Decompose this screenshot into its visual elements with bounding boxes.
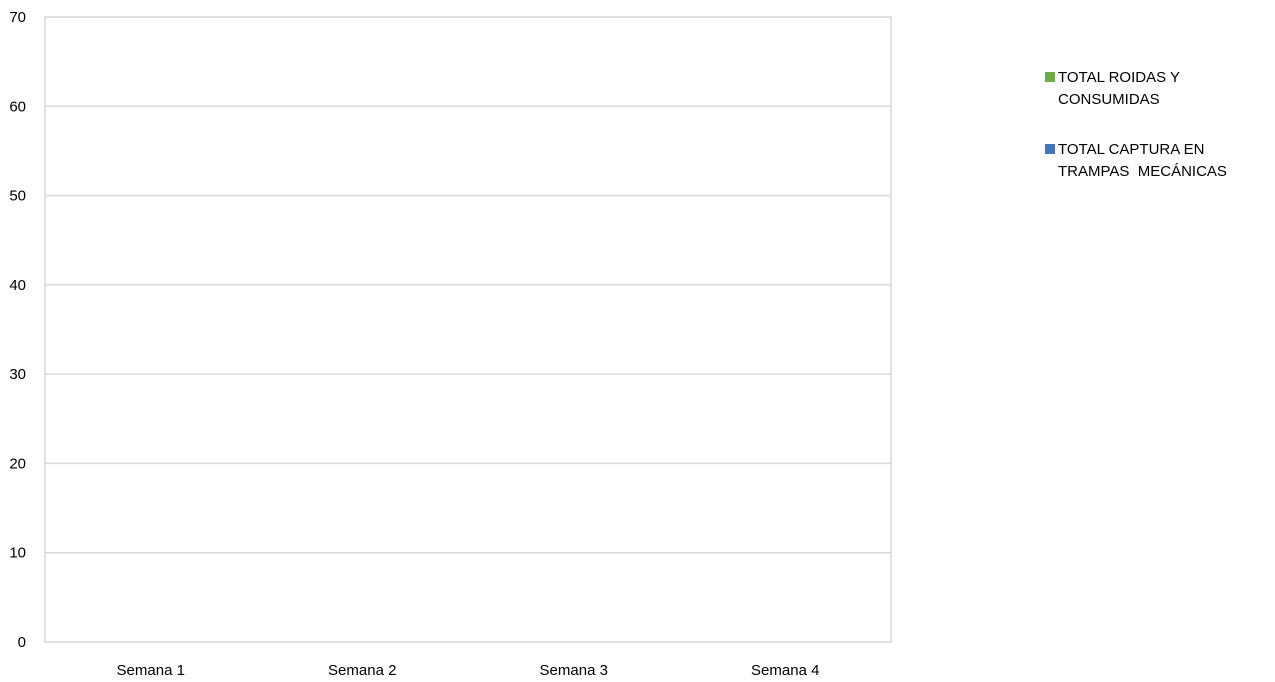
plot-area-border [44, 16, 892, 643]
y-tick-label: 40 [9, 277, 26, 294]
x-tick-label: Semana 2 [328, 662, 396, 679]
x-tick-label: Semana 3 [540, 662, 608, 679]
y-tick-label: 50 [9, 188, 26, 205]
x-tick-label: Semana 1 [117, 662, 185, 679]
y-tick-label: 20 [9, 455, 26, 472]
legend-swatch-captura [1045, 144, 1055, 154]
y-tick-label: 70 [9, 9, 26, 26]
x-tick-label: Semana 4 [751, 662, 819, 679]
y-tick-label: 60 [9, 98, 26, 115]
x-axis-ticks: Semana 1 Semana 2 Semana 3 Semana 4 [117, 662, 820, 679]
y-axis-ticks: 0 10 20 30 40 50 60 70 [9, 9, 26, 651]
legend-swatch-roidas [1045, 72, 1055, 82]
legend-label-captura: TOTAL CAPTURA EN TRAMPAS MECÁNICAS [1058, 141, 1227, 180]
legend-label-roidas: TOTAL ROIDAS Y CONSUMIDAS [1058, 69, 1184, 108]
y-tick-label: 10 [9, 545, 26, 562]
legend-item-roidas: TOTAL ROIDAS Y CONSUMIDAS [1045, 67, 1270, 111]
legend: TOTAL ROIDAS Y CONSUMIDAS TOTAL CAPTURA … [1045, 67, 1270, 211]
gridlines [45, 105, 891, 554]
y-tick-label: 0 [18, 634, 26, 651]
y-tick-label: 30 [9, 366, 26, 383]
legend-item-captura: TOTAL CAPTURA EN TRAMPAS MECÁNICAS [1045, 139, 1270, 183]
